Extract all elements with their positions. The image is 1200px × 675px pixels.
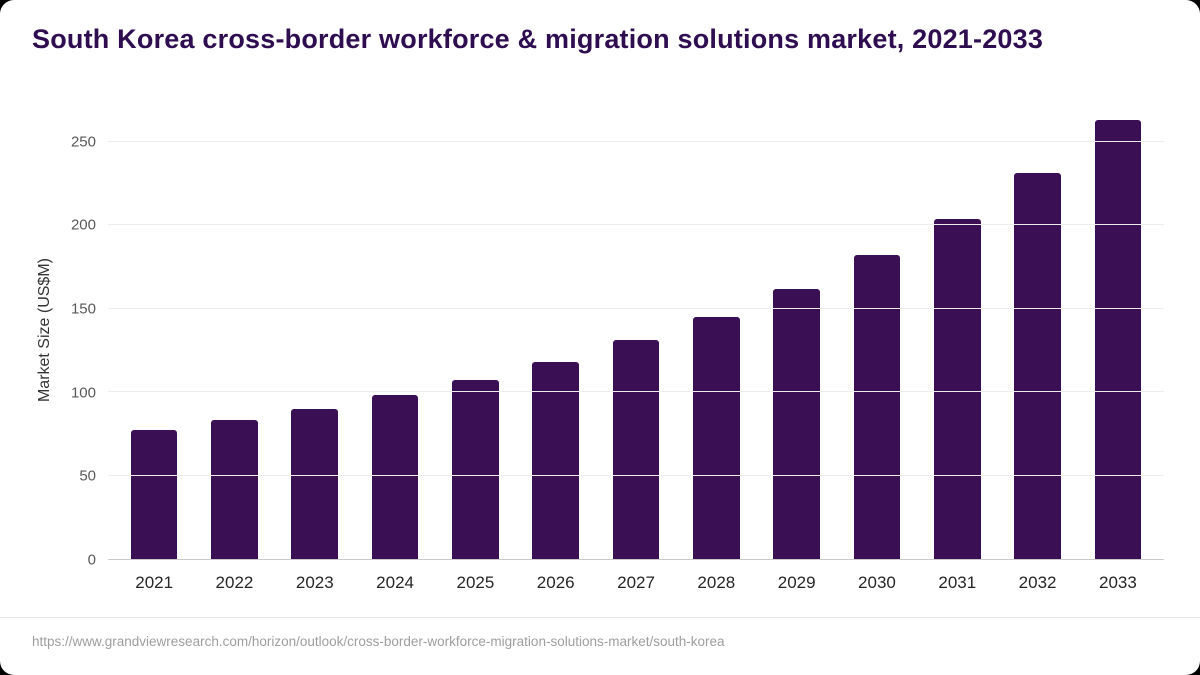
bar-slot — [355, 100, 435, 559]
plot-area — [108, 100, 1164, 560]
x-tick-label: 2021 — [135, 573, 174, 592]
x-tick-label: 2028 — [697, 573, 736, 592]
x-tick-label: 2026 — [536, 573, 575, 592]
x-tick-label: 2029 — [777, 573, 816, 592]
bar-2033 — [1094, 120, 1142, 559]
x-tick-label: 2025 — [456, 573, 495, 592]
gridline — [108, 474, 1164, 476]
x-tick-label: 2024 — [376, 573, 414, 592]
gridline — [108, 224, 1164, 226]
bar-slot — [114, 100, 194, 559]
y-tick-label: 200 — [70, 216, 96, 234]
gridline — [108, 307, 1164, 309]
y-tick-label: 50 — [79, 467, 96, 485]
bar-2027 — [612, 340, 660, 559]
x-tick-label: 2033 — [1098, 573, 1137, 592]
chart-title: South Korea cross-border workforce & mig… — [32, 24, 1044, 54]
x-labels-row: 2021 2022 2023 2024 2025 2026 2027 2028 2029 2030… — [108, 560, 1164, 600]
x-tick-label: 2022 — [215, 573, 254, 592]
y-axis-label-column: Market Size (US$M) — [30, 100, 60, 600]
bar-slot — [757, 100, 837, 559]
bar-2030 — [853, 255, 901, 559]
bars-row — [108, 100, 1164, 559]
bar-2021 — [130, 430, 178, 559]
gridline — [108, 140, 1164, 142]
gridline — [108, 391, 1164, 393]
y-axis-label: Market Size (US$M) — [36, 257, 53, 403]
source-url: https://www.grandviewresearch.com/horizo… — [32, 634, 725, 649]
chart-main: 0 50 100 150 200 250 2021 2022 2023 2024 2025 2026… — [60, 100, 1164, 600]
bar-slot — [516, 100, 596, 559]
x-axis-spacer — [60, 560, 108, 600]
bar-slot — [275, 100, 355, 559]
y-axis-ticks: 0 50 100 150 200 250 — [60, 100, 108, 568]
y-tick-label: 0 — [87, 551, 96, 569]
y-tick-label: 150 — [70, 300, 96, 318]
x-tick-label: 2027 — [617, 573, 655, 592]
x-tick-label: 2030 — [858, 573, 896, 592]
bar-2031 — [933, 218, 981, 559]
bar-2023 — [291, 408, 339, 559]
bar-slot — [676, 100, 756, 559]
y-tick-label: 250 — [70, 133, 96, 151]
bar-slot — [1078, 100, 1158, 559]
bar-2029 — [773, 288, 820, 559]
bar-2022 — [211, 420, 258, 559]
bar-2032 — [1014, 173, 1061, 559]
bar-2028 — [693, 316, 740, 559]
bar-slot — [596, 100, 676, 559]
chart-area: Market Size (US$M) 0 50 100 150 200 250 2021 2… — [30, 100, 1164, 600]
x-tick-label: 2031 — [938, 573, 977, 592]
bar-slot — [435, 100, 515, 559]
bar-2024 — [371, 395, 419, 559]
x-tick-label: 2032 — [1018, 573, 1057, 592]
y-tick-label: 100 — [70, 384, 96, 402]
footer: https://www.grandviewresearch.com/horizo… — [0, 617, 1200, 675]
bar-slot — [837, 100, 917, 559]
bar-slot — [194, 100, 274, 559]
bar-2025 — [452, 380, 499, 559]
x-tick-label: 2023 — [295, 573, 334, 592]
bar-2026 — [532, 362, 579, 559]
bar-slot — [997, 100, 1077, 559]
bar-slot — [917, 100, 997, 559]
